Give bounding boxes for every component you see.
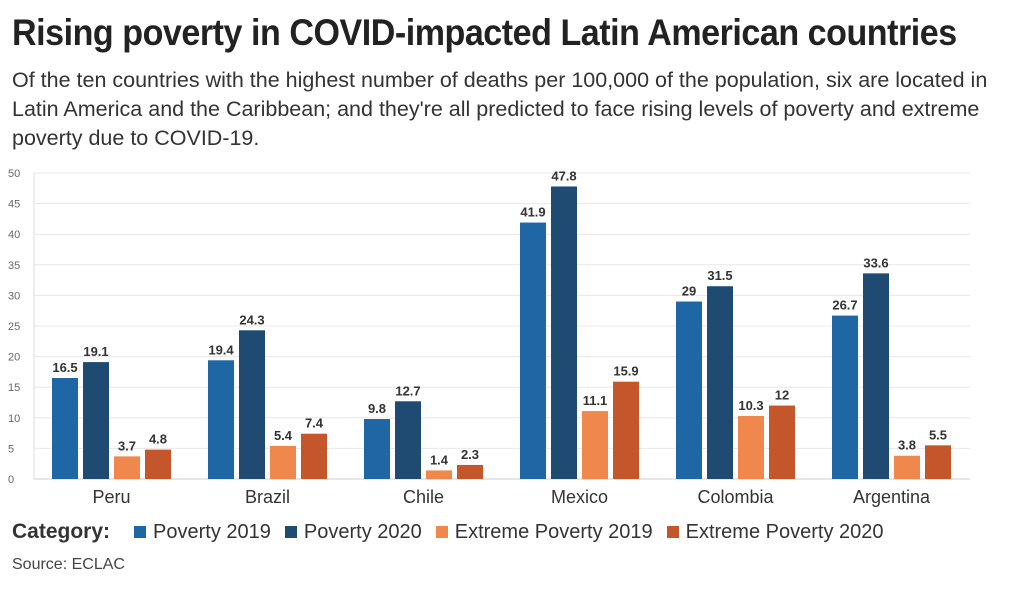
y-tick-label: 15 — [8, 382, 20, 394]
legend-label: Poverty 2020 — [303, 520, 422, 543]
data-label: 5.4 — [274, 428, 293, 443]
grid-lines — [33, 172, 970, 480]
legend-item: Extreme Poverty 2020 — [666, 520, 884, 544]
data-label: 1.4 — [430, 452, 449, 467]
y-tick-label: 25 — [8, 321, 20, 333]
data-label: 3.8 — [898, 438, 916, 453]
y-tick-label: 40 — [8, 229, 20, 241]
legend-swatch — [284, 526, 297, 538]
data-label: 4.8 — [149, 432, 167, 447]
data-label: 24.3 — [239, 312, 264, 327]
legend-item: Poverty 2019 — [134, 521, 271, 544]
bar — [894, 455, 920, 479]
x-tick-label: Chile — [403, 487, 444, 507]
y-tick-label: 10 — [8, 413, 20, 425]
y-tick-label: 30 — [8, 290, 20, 302]
legend-item: Extreme Poverty 2019 — [435, 520, 653, 544]
bar — [145, 449, 171, 479]
legend-label: Poverty 2019 — [153, 520, 271, 543]
bar — [832, 315, 858, 479]
bar — [707, 286, 733, 479]
y-tick-label: 45 — [8, 199, 20, 211]
data-label: 15.9 — [613, 364, 638, 379]
legend-item: Poverty 2020 — [284, 520, 422, 544]
data-label: 2.3 — [461, 447, 479, 462]
data-label: 5.5 — [929, 427, 947, 442]
y-tick-label: 35 — [8, 260, 20, 272]
bar — [239, 330, 265, 479]
x-tick-label: Colombia — [697, 487, 774, 507]
bar — [769, 405, 795, 479]
y-tick-label: 0 — [8, 474, 14, 486]
data-label: 26.7 — [832, 298, 857, 313]
data-label: 9.8 — [368, 401, 386, 416]
bar-chart: 0 5 10 15 20 25 30 35 40 45 50 16.5 19.1 3.7 4.8 19.4 2… — [8, 168, 970, 507]
bar — [301, 433, 327, 479]
bar — [925, 445, 951, 479]
chart-title: Rising poverty in COVID-impacted Latin A… — [12, 12, 957, 53]
y-axis-ticks: 0 5 10 15 20 25 30 35 40 45 50 — [8, 168, 20, 486]
bar — [52, 378, 78, 479]
data-label: 47.8 — [551, 168, 576, 183]
bar — [738, 415, 764, 479]
data-label: 19.1 — [83, 344, 108, 359]
x-axis-ticks: Peru Brazil Chile Mexico Colombia Argentina — [92, 487, 931, 507]
y-tick-label: 50 — [8, 168, 20, 180]
x-tick-label: Argentina — [853, 487, 931, 507]
bar — [863, 273, 889, 479]
legend-swatch — [666, 526, 679, 538]
data-label: 3.7 — [118, 438, 136, 453]
data-label: 41.9 — [520, 205, 545, 220]
bar — [520, 222, 546, 479]
x-tick-label: Mexico — [551, 487, 608, 507]
bar — [270, 445, 296, 479]
bar — [208, 360, 234, 479]
data-label: 19.4 — [208, 342, 234, 357]
bar — [613, 381, 639, 479]
y-tick-label: 20 — [8, 352, 20, 364]
data-labels: 16.5 19.1 3.7 4.8 19.4 24.3 5.4 7.4 9.8 12.7 1.4 2.… — [52, 168, 947, 467]
legend-title: Category: — [12, 520, 111, 543]
legend-swatch — [134, 526, 147, 538]
data-label: 12 — [775, 388, 789, 403]
data-label: 12.7 — [395, 383, 420, 398]
legend-label: Extreme Poverty 2020 — [685, 520, 884, 543]
x-tick-label: Peru — [92, 487, 130, 507]
source-note: Source: ECLAC — [12, 556, 125, 573]
data-label: 29 — [682, 284, 696, 299]
chart-subtitle: Of the ten countries with the highest nu… — [12, 68, 988, 150]
bar — [551, 186, 577, 480]
bar — [426, 470, 452, 479]
data-label: 33.6 — [863, 255, 888, 270]
data-label: 11.1 — [583, 393, 608, 408]
x-tick-label: Brazil — [245, 487, 290, 507]
bar — [395, 401, 421, 479]
data-label: 7.4 — [305, 416, 324, 431]
legend: Category: Poverty 2019 Poverty 2020 Extrem… — [12, 520, 898, 544]
bars — [52, 186, 951, 480]
bar — [676, 301, 702, 479]
bar — [457, 464, 483, 479]
data-label: 16.5 — [52, 360, 77, 375]
legend-swatch — [435, 526, 448, 538]
legend-label: Extreme Poverty 2019 — [454, 520, 653, 543]
data-label: 10.3 — [738, 398, 763, 413]
bar — [114, 456, 140, 479]
bar — [83, 362, 109, 479]
data-label: 31.5 — [707, 268, 732, 283]
bar — [364, 419, 390, 479]
y-tick-label: 5 — [8, 443, 14, 455]
bar — [582, 411, 608, 479]
legend-items: Poverty 2019 Poverty 2020 Extreme Poverty … — [134, 521, 897, 544]
